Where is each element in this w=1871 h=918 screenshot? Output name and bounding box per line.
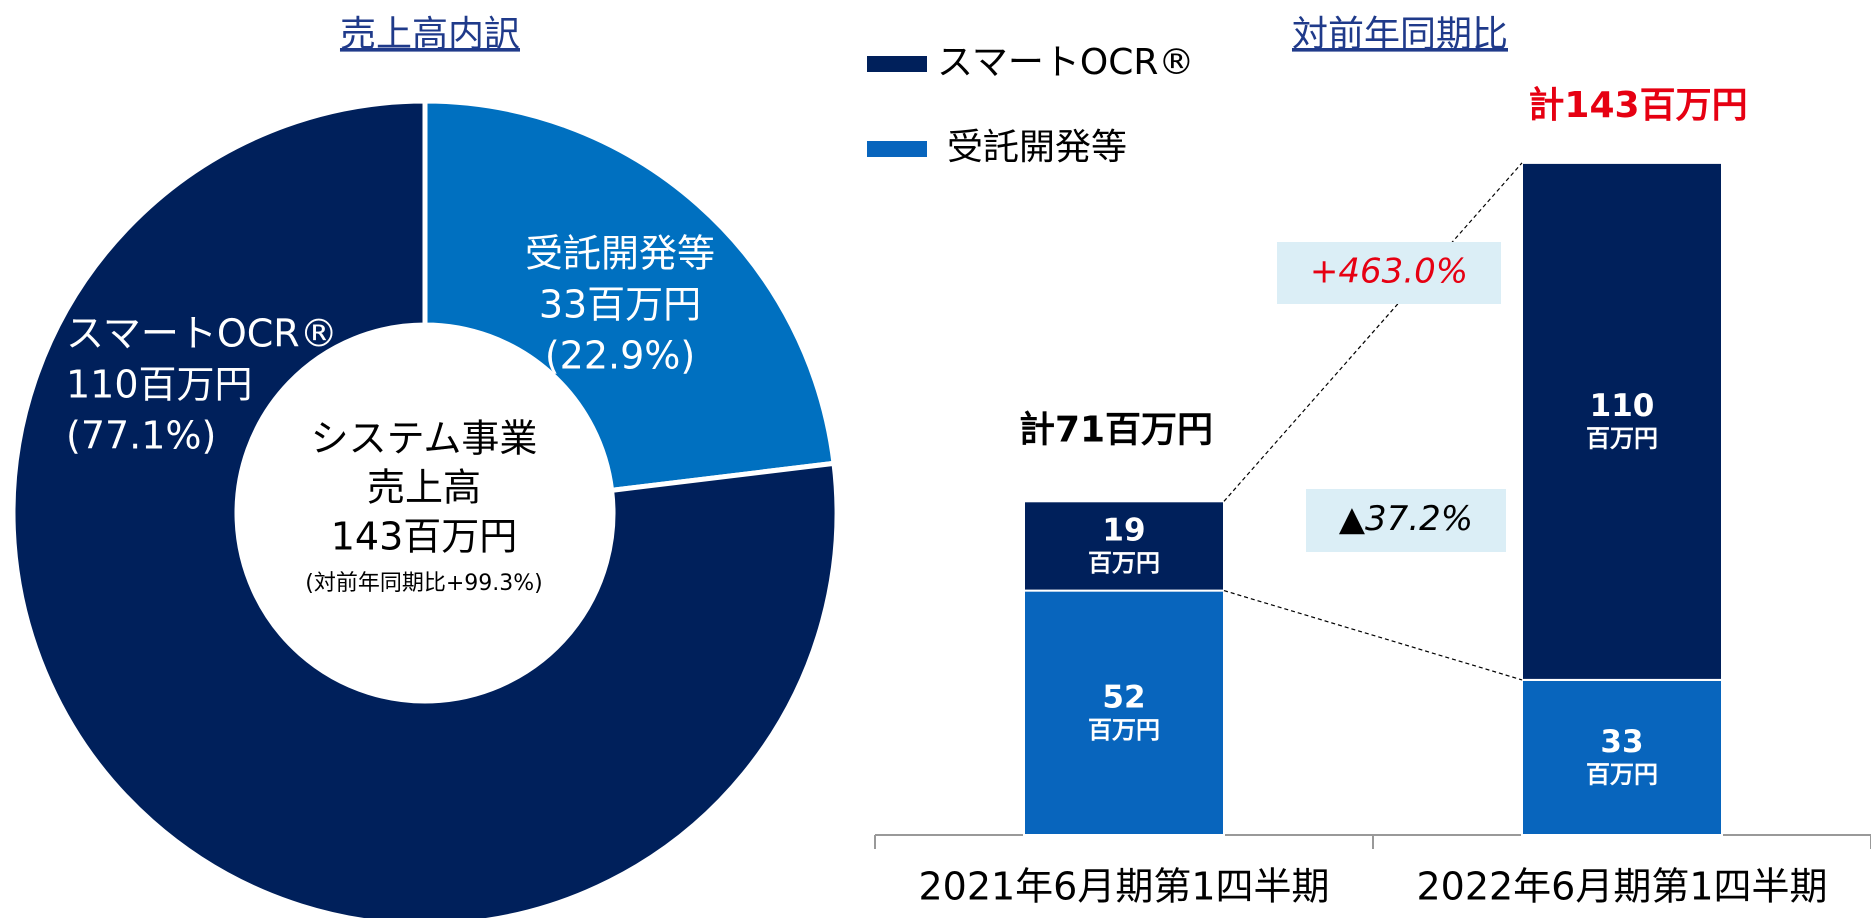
bar-unit: 百万円 <box>1586 424 1658 452</box>
bar-segment <box>1521 161 1723 681</box>
bar-value: 33 <box>1600 724 1643 760</box>
bar-unit: 百万円 <box>1586 760 1658 788</box>
bar-segment <box>1023 500 1225 592</box>
donut-title: 売上高内訳 <box>340 14 520 55</box>
slice-label: (77.1%) <box>66 414 216 458</box>
legend-swatch <box>867 141 927 157</box>
center-label: 143百万円 <box>331 515 518 559</box>
bar-value: 110 <box>1590 388 1655 424</box>
total-label: 計143百万円 <box>1528 85 1747 126</box>
annotation: +463.0% <box>1310 252 1468 292</box>
annotation-box <box>1306 489 1506 552</box>
slice-label: 33百万円 <box>539 283 701 327</box>
x-tick-label: 2021年6月期第1四半期 <box>918 865 1329 909</box>
center-label: システム事業 <box>311 417 538 461</box>
center-label: (対前年同期比+99.3%) <box>305 571 543 596</box>
bar-value: 52 <box>1102 679 1145 715</box>
annotation-box <box>1277 242 1501 304</box>
donut-slice <box>422 98 837 494</box>
bar-value: 19 <box>1102 512 1145 548</box>
connector <box>1223 590 1523 681</box>
x-tick-label: 2022年6月期第1四半期 <box>1416 865 1827 909</box>
bar-title: 対前年同期比 <box>1292 14 1508 55</box>
legend-label: 受託開発等 <box>947 127 1127 168</box>
total-label: 計71百万円 <box>1019 409 1213 450</box>
bar-segment <box>1521 678 1723 837</box>
connector <box>1223 162 1523 502</box>
slice-label: (22.9%) <box>545 334 695 378</box>
slice-label: スマートOCR® <box>66 312 338 356</box>
slice-label: 110百万円 <box>66 363 253 407</box>
bar-segment <box>1023 589 1225 836</box>
center-label: 売上高 <box>367 466 481 510</box>
bar-unit: 百万円 <box>1088 549 1160 577</box>
slice-label: 受託開発等 <box>525 232 715 276</box>
bar-unit: 百万円 <box>1088 716 1160 744</box>
annotation: ▲37.2% <box>1339 499 1473 539</box>
legend-label: スマートOCR® <box>937 42 1194 83</box>
legend-swatch <box>867 56 927 72</box>
donut-slice <box>10 98 840 918</box>
